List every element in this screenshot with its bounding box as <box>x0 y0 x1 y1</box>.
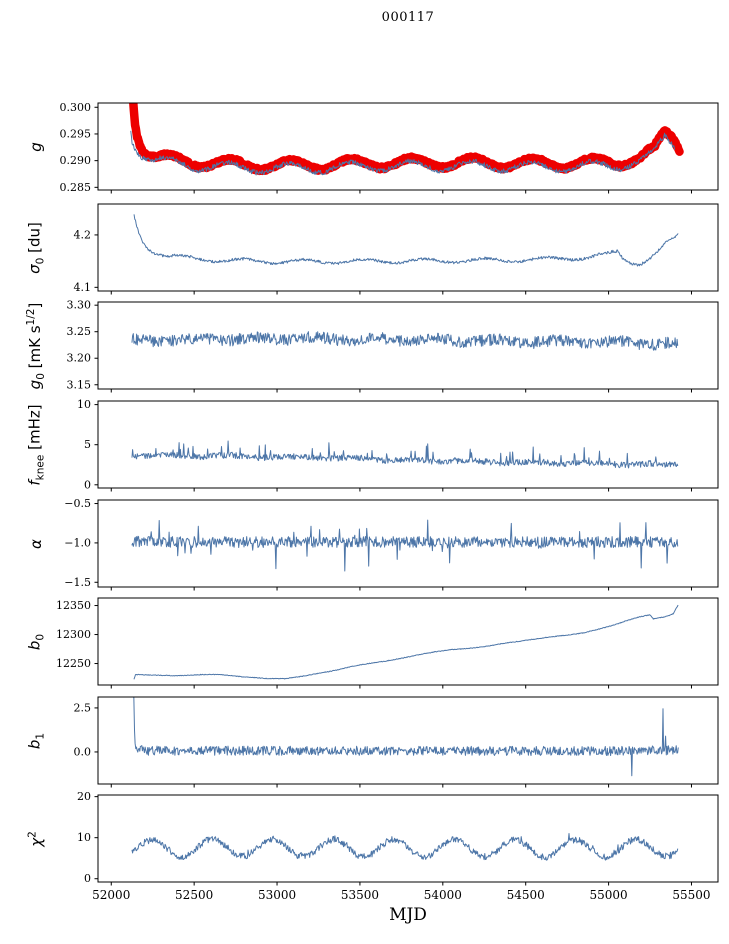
y-tick-label: −1.5 <box>64 576 91 589</box>
panel-frame-sigma0 <box>97 203 719 292</box>
panel-chi2: 0 10 20 52000 52500 53000 53500 54000 54500 55000… <box>77 790 719 902</box>
panel-plot-area-b1 <box>133 697 679 777</box>
x-axis-label: MJD <box>389 905 427 925</box>
x-tick-label: 52500 <box>175 888 213 902</box>
y-tick-label: 0.0 <box>74 745 92 758</box>
panel-frame-b0 <box>97 597 719 686</box>
y-tick-label: 12350 <box>56 599 91 612</box>
ylabel-part: b <box>25 739 44 749</box>
x-tick-label: 55500 <box>672 888 710 902</box>
series-sigma0-line <box>133 214 679 267</box>
panel-frame-chi2 <box>97 794 719 883</box>
panel-frame-b1 <box>97 696 719 785</box>
y-tick-label: 0 <box>84 872 91 885</box>
ylabel-part: 2 <box>26 830 39 838</box>
panel-fknee: 0 5 10 <box>77 398 719 492</box>
series-alpha-line <box>131 519 679 572</box>
panel-g0: 3.15 3.20 3.25 3.30 <box>67 299 719 393</box>
ylabel-g: g <box>27 142 45 152</box>
ylabel-part: f <box>25 479 44 486</box>
y-tick-label: 10 <box>77 831 91 844</box>
panel-alpha: −1.5 −1.0 −0.5 <box>64 497 719 591</box>
ylabel-part: b <box>25 640 44 650</box>
ylabel-part: ] <box>26 302 44 309</box>
ylabel-part: 1/2 <box>25 308 37 325</box>
ylabel-part: 0 <box>35 372 47 380</box>
series-g-line <box>130 130 676 176</box>
panel-b1: 0.0 2.5 <box>74 696 719 788</box>
y-tick-label: 0 <box>84 478 91 491</box>
y-tick-label: 5 <box>84 438 91 451</box>
y-tick-label: 4.1 <box>74 281 92 294</box>
y-tick-label: 3.25 <box>67 325 92 338</box>
ylabel-part: σ <box>25 263 44 274</box>
panel-plot-area-g0 <box>131 331 679 351</box>
y-tick-label: 3.30 <box>67 299 92 312</box>
x-tick-label: 55000 <box>589 888 627 902</box>
ylabel-part: [mHz] <box>25 403 44 455</box>
y-tick-label: 0.285 <box>60 181 92 194</box>
ylabel-chi2: χ2 <box>27 831 46 847</box>
ylabel-part: 1 <box>34 732 47 740</box>
y-tick-label: 0.300 <box>60 101 92 114</box>
panel-plot-area-b0 <box>133 604 679 680</box>
y-tick-label: −1.0 <box>64 536 91 549</box>
y-tick-label: 4.2 <box>74 228 92 241</box>
panel-plot-area-fknee <box>131 440 679 469</box>
ylabel-part: α <box>27 538 45 549</box>
x-tick-label: 54500 <box>507 888 545 902</box>
ylabel-part: 0 <box>34 257 47 264</box>
y-tick-label: 12300 <box>56 628 91 641</box>
ylabel-part: g <box>27 141 45 152</box>
ylabel-part: [mK s <box>26 324 44 373</box>
y-tick-label: 10 <box>77 398 91 411</box>
panel-plot-area-chi2 <box>131 833 679 861</box>
ylabel-b1: b1 <box>26 732 47 748</box>
y-tick-label: −0.5 <box>64 497 91 510</box>
y-tick-label: 20 <box>77 790 91 803</box>
ylabel-g0: g0 [mK s1/2] <box>25 302 47 389</box>
panel-b0: 12250 12300 12350 <box>56 597 719 689</box>
ylabel-part: g <box>26 379 44 389</box>
ylabel-alpha: α <box>27 539 45 549</box>
y-tick-label: 3.15 <box>67 378 92 391</box>
panel-plot-area-g <box>129 103 684 176</box>
series-g-band <box>129 103 684 176</box>
ylabel-part: 0 <box>34 633 47 641</box>
figure-title: 000117 <box>381 10 435 25</box>
series-b1-line <box>133 697 679 777</box>
panel-frame-fknee <box>97 400 719 489</box>
series-g0-line <box>131 331 679 351</box>
panel-plot-area-alpha <box>131 519 679 572</box>
ylabel-b0: b0 <box>26 633 47 649</box>
panel-plot-area-sigma0 <box>133 214 679 267</box>
panel-frame-g <box>97 102 719 191</box>
x-tick-label: 53000 <box>258 888 296 902</box>
panel-frame-alpha <box>97 499 719 588</box>
y-tick-label: 3.20 <box>67 352 92 365</box>
x-tick-label: 52000 <box>92 888 130 902</box>
y-tick-label: 0.290 <box>60 154 92 167</box>
y-tick-label: 0.295 <box>60 127 92 140</box>
x-tick-label: 54000 <box>424 888 462 902</box>
y-tick-label: 12250 <box>56 657 91 670</box>
ylabel-part: knee <box>34 454 47 480</box>
series-chi2-line <box>131 833 679 861</box>
y-tick-label: 2.5 <box>74 701 92 714</box>
ylabel-part: χ <box>27 837 46 847</box>
panel-g: 0.285 0.290 0.295 0.300 <box>60 101 719 194</box>
ylabel-part: [du] <box>25 221 44 258</box>
x-tick-label: 53500 <box>341 888 379 902</box>
series-fknee-line <box>131 440 679 469</box>
ylabel-fknee: fknee [mHz] <box>26 404 47 485</box>
panel-sigma0: 4.1 4.2 <box>74 203 719 295</box>
panel-frame-g0 <box>97 301 719 390</box>
series-b0-line <box>133 604 679 680</box>
ylabel-sigma0: σ0 [du] <box>26 222 47 274</box>
